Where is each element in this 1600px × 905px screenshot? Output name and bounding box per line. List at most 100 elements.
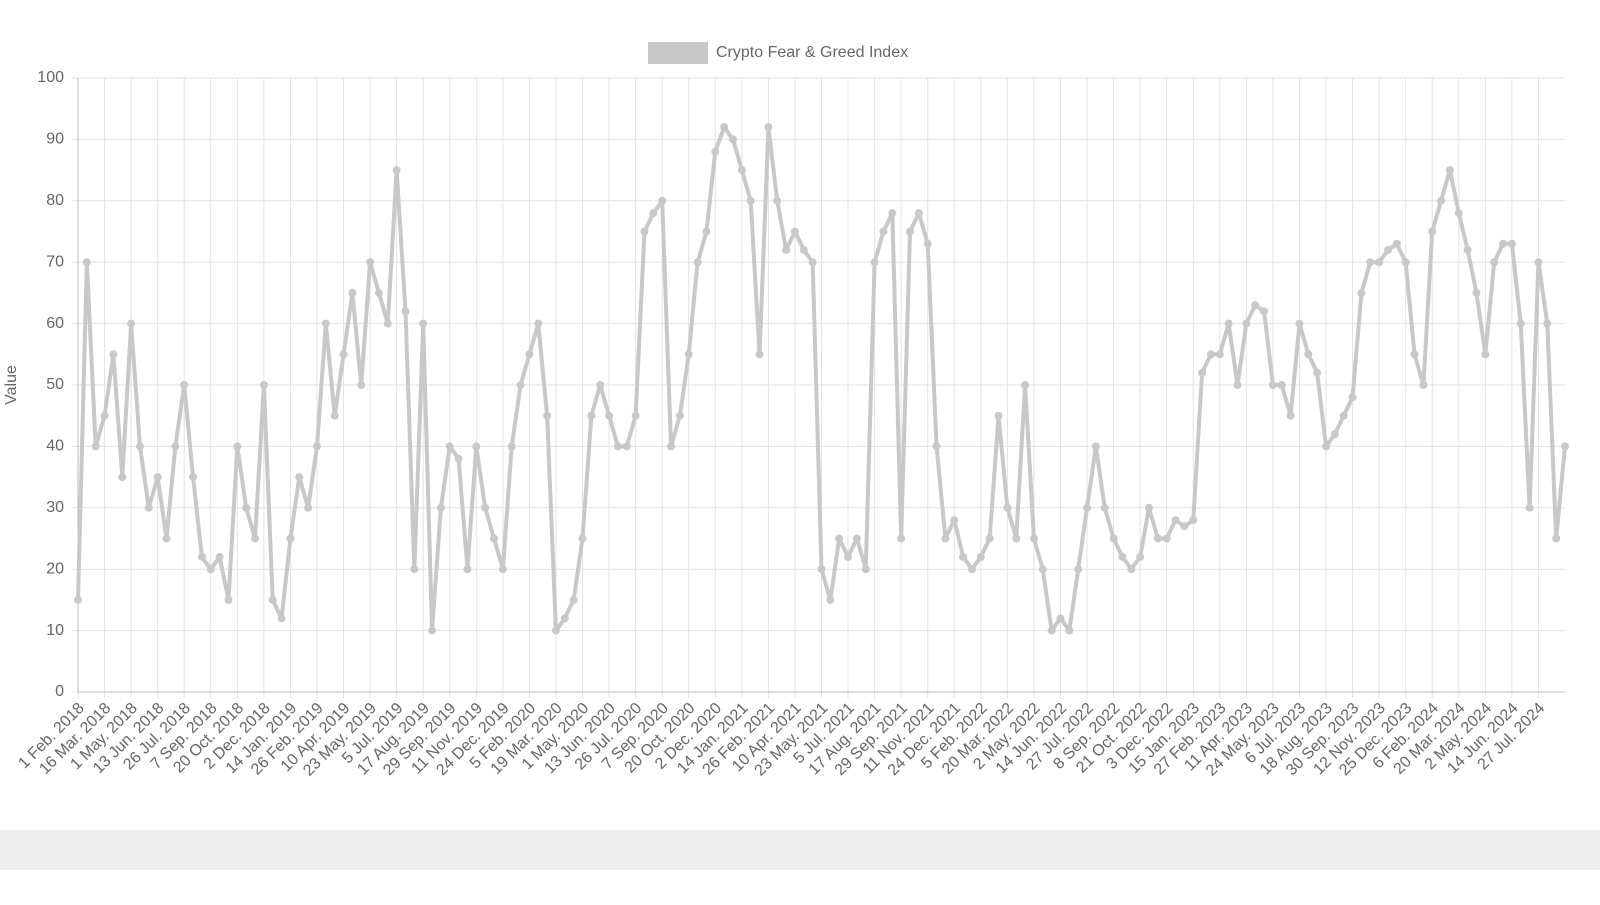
point [1375,258,1384,267]
point [1561,442,1569,451]
point [1499,239,1508,248]
point [357,381,366,389]
point [135,442,144,451]
y-tick-label: 60 [46,315,64,332]
point [551,626,560,635]
point [1481,350,1490,359]
point [658,196,667,205]
y-tick-label: 40 [46,438,64,455]
point [852,534,861,543]
point [366,258,375,267]
point [941,534,950,543]
point [1268,381,1277,389]
point [1507,239,1516,248]
point [1383,245,1392,254]
y-tick-label: 30 [46,499,64,516]
point [268,595,277,604]
point [1401,258,1410,267]
point [215,552,224,561]
point [74,595,82,604]
point [1322,442,1331,451]
point [764,123,773,132]
point [879,227,888,236]
point [1348,393,1357,402]
point [596,381,605,389]
point [1313,368,1322,377]
point [436,503,445,512]
point [180,381,189,389]
point [1260,307,1269,316]
point [543,411,552,420]
point [1021,381,1030,389]
point [1083,503,1092,512]
point [773,196,782,205]
y-tick-label: 80 [46,192,64,209]
bottom-bar [0,830,1600,870]
point [498,565,507,574]
point [507,442,516,451]
point [914,209,923,218]
point [906,227,915,236]
point [587,411,596,420]
point [1295,319,1304,328]
point [826,595,835,604]
point [569,595,578,604]
point [1445,166,1454,175]
legend-label: Crypto Fear & Greed Index [716,44,908,61]
point [348,288,357,297]
point [1277,381,1286,389]
point [1419,381,1428,389]
point [1162,534,1171,543]
y-tick-label: 20 [46,560,64,577]
point [1339,411,1348,420]
point [153,473,162,482]
point [755,350,764,359]
legend-swatch [648,42,708,64]
point [419,319,428,328]
point [259,381,268,389]
point [675,411,684,420]
point [693,258,702,267]
point [1525,503,1534,512]
point [1047,626,1056,635]
point [1127,565,1136,574]
point [950,516,959,525]
point [1056,614,1065,623]
point [967,565,976,574]
point [631,411,640,420]
point [118,473,127,482]
point [251,534,260,543]
point [321,319,330,328]
point [1242,319,1251,328]
point [330,411,339,420]
y-tick-label: 70 [46,253,64,270]
point [1304,350,1313,359]
point [959,552,968,561]
point [720,123,729,132]
point [711,147,720,156]
point [1065,626,1074,635]
point [1410,350,1419,359]
point [109,350,118,359]
point [162,534,171,543]
point [1472,288,1481,297]
point [295,473,304,482]
point [304,503,313,512]
point [312,442,321,451]
point [445,442,454,451]
point [144,503,153,512]
point [728,135,737,144]
point [667,442,676,451]
point [206,565,215,574]
point [932,442,941,451]
point [649,209,658,218]
y-tick-label: 90 [46,131,64,148]
point [490,534,499,543]
point [1366,258,1375,267]
point [994,411,1003,420]
point [1490,258,1499,267]
point [817,565,826,574]
y-axis-title: Value [3,365,20,405]
point [233,442,242,451]
